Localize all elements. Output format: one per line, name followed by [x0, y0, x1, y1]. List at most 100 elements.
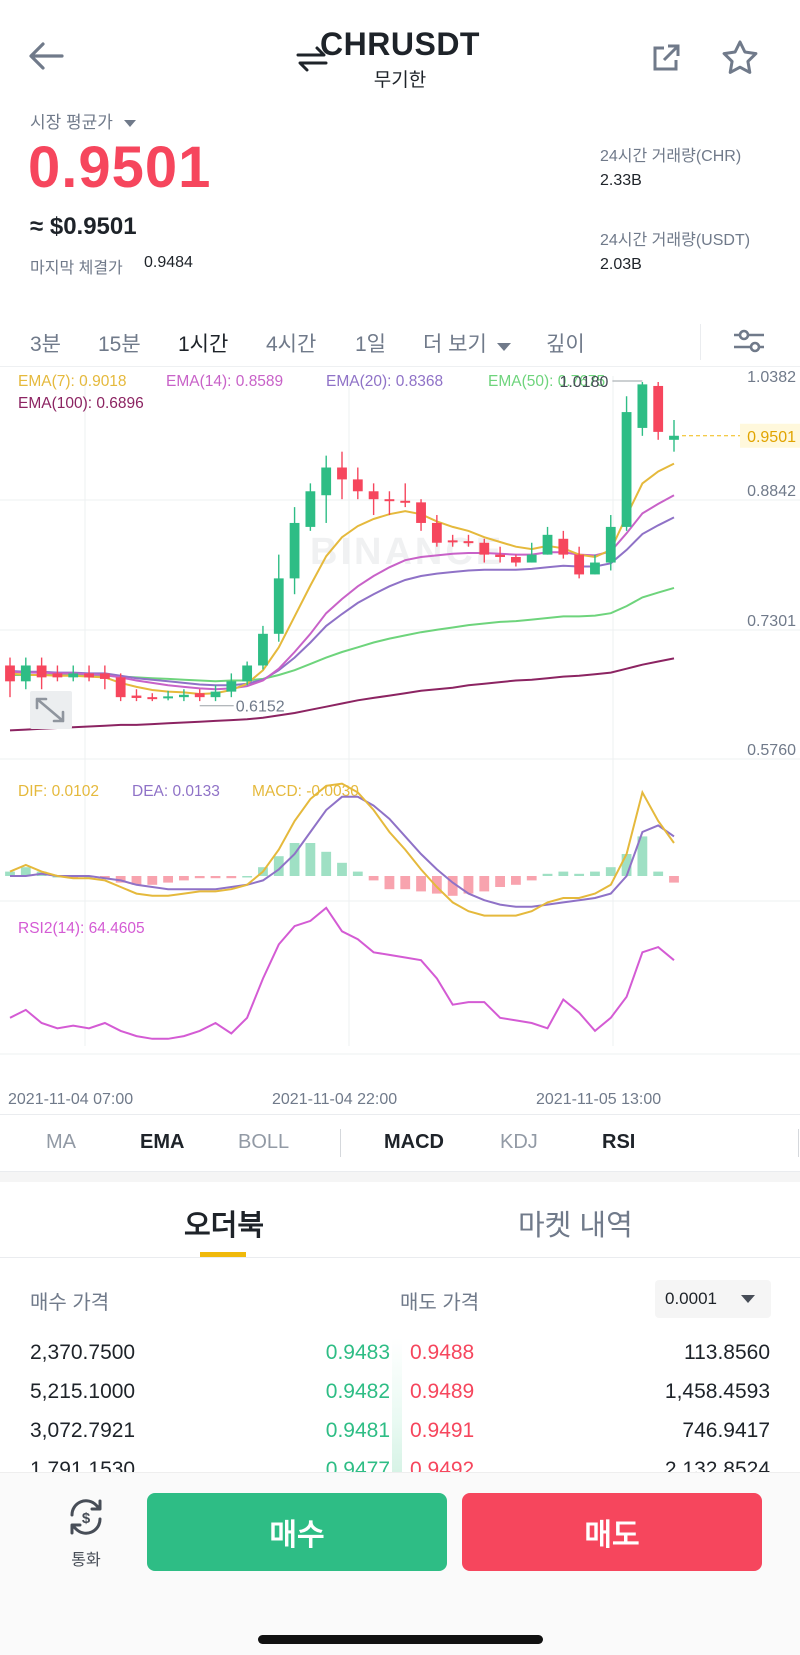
macd-histogram-bar [384, 876, 395, 890]
macd-histogram-bar [463, 876, 474, 894]
candle-body [368, 491, 379, 500]
ema-legend: EMA(7): 0.9018 [18, 373, 127, 390]
price-type-label: 시장 평균가 [30, 113, 113, 132]
indicator-kdj[interactable]: KDJ [500, 1131, 538, 1153]
candle-body [590, 562, 600, 575]
vol-chr-label: 24시간 거래량(CHR) [600, 148, 742, 165]
caret-down-icon [741, 1295, 755, 1303]
macd-histogram-bar [368, 876, 379, 881]
buy-button[interactable]: 매수 [147, 1493, 447, 1571]
ema-legend: EMA(14): 0.8589 [166, 373, 283, 390]
symbol-title[interactable]: CHRUSDT [0, 26, 800, 63]
tab-depth[interactable]: 깊이 [546, 333, 585, 356]
indicator-macd[interactable]: MACD [384, 1131, 444, 1153]
orderbook-row[interactable]: 2,370.7500 0.9483 0.9488 113.8560 [0, 1335, 800, 1374]
candle-body [194, 693, 205, 698]
caret-down-icon [123, 120, 136, 128]
precision-select[interactable]: 0.0001 [655, 1280, 771, 1318]
macd-histogram-bar [179, 876, 189, 881]
macd-histogram-bar [574, 873, 585, 876]
indicator-rsi[interactable]: RSI [602, 1131, 636, 1153]
orderbook-row[interactable]: 3,072.7921 0.9481 0.9491 746.9417 [0, 1413, 800, 1452]
candle-body [5, 665, 15, 682]
macd-histogram-bar [99, 876, 110, 879]
section-gap [0, 1172, 800, 1182]
vol-usdt-value: 2.03B [600, 256, 642, 273]
bid-qty: 3,072.7921 [30, 1419, 136, 1442]
bid-qty: 2,370.7500 [30, 1341, 136, 1364]
macd-histogram-bar [305, 843, 316, 876]
ema-legend: EMA(100): 0.6896 [18, 395, 144, 412]
price-axis-label: 0.8842 [747, 483, 796, 500]
macd-histogram-bar [337, 862, 347, 876]
external-link-icon[interactable] [648, 40, 684, 76]
indicator-boll[interactable]: BOLL [238, 1131, 290, 1153]
bid-price: 0.9483 [325, 1341, 390, 1364]
swap-icon[interactable] [295, 42, 329, 76]
tab-divider [700, 324, 701, 360]
orderbook-row[interactable]: 5,215.1000 0.9482 0.9489 1,458.4593 [0, 1374, 800, 1413]
candle-body [20, 665, 31, 682]
currency-exchange-icon: $ [70, 1499, 102, 1535]
chart-settings-icon[interactable] [732, 326, 768, 358]
contract-type: 무기한 [373, 70, 427, 91]
low-marker-label: 0.6152 [236, 699, 285, 716]
mark-price: 0.9501 [28, 135, 212, 200]
tab-orderbook[interactable]: 오더북 [184, 1210, 265, 1242]
price-axis-label: 0.7301 [747, 613, 796, 630]
indicator-ema[interactable]: EMA [140, 1131, 185, 1153]
macd-histogram-bar [431, 876, 442, 894]
macd-histogram-bar [479, 876, 490, 892]
ema50-line [10, 586, 675, 683]
macd-histogram-bar [20, 867, 31, 876]
candle-body [226, 681, 237, 692]
ask-price: 0.9488 [410, 1341, 475, 1364]
tab-more[interactable]: 더 보기 [423, 328, 512, 358]
home-indicator [258, 1635, 543, 1644]
candle-body [131, 695, 142, 698]
last-price-label: 마지막 체결가 [30, 260, 123, 277]
tab-more-label: 더 보기 [423, 333, 487, 356]
time-axis-label: 2021-11-04 22:00 [272, 1091, 397, 1108]
candle-body [115, 677, 126, 698]
candle-body [542, 534, 553, 555]
candle-body [479, 542, 490, 555]
back-arrow-icon[interactable] [26, 38, 66, 74]
tab-4h[interactable]: 4시간 [266, 333, 317, 356]
candle-body [242, 665, 253, 682]
indicator-ma[interactable]: MA [46, 1131, 76, 1153]
macd-histogram-bar [621, 854, 632, 876]
macd-histogram-bar [352, 871, 363, 876]
candle-body [463, 541, 474, 544]
price-axis-label: 1.0382 [747, 369, 796, 386]
candle-body [431, 522, 442, 543]
active-tab-indicator [200, 1252, 246, 1257]
macd-histogram-bar [115, 876, 126, 883]
candle-body [258, 633, 268, 666]
tab-1h[interactable]: 1시간 [178, 333, 229, 356]
rsi-legend: RSI2(14): 64.4605 [18, 920, 145, 937]
candle-body [68, 673, 79, 678]
macd-histogram-bar [321, 851, 332, 876]
tab-3m[interactable]: 3분 [30, 333, 61, 356]
macd-histogram-bar [68, 876, 79, 879]
current-price-tag-bg [740, 423, 800, 448]
usd-price: ≈ $0.9501 [30, 213, 137, 240]
kline-chart[interactable]: BINANCE 1.0382 0.8842 0.7301 0.5760 EMA(7): 0… [0, 366, 800, 1114]
tab-15m[interactable]: 15분 [98, 333, 141, 356]
svg-text:$: $ [82, 1510, 91, 1527]
currency-switch[interactable]: $ 통화 [58, 1495, 114, 1569]
star-icon[interactable] [720, 38, 760, 78]
candle-body [52, 673, 63, 678]
title-block[interactable]: CHRUSDT 무기한 [0, 26, 800, 92]
macd-histogram-bar [242, 876, 253, 878]
tab-1d[interactable]: 1일 [355, 333, 386, 356]
candle-body [526, 554, 537, 563]
trade-footer: $ 통화 매수 매도 [0, 1472, 800, 1655]
candle-body [99, 673, 110, 679]
price-type-selector[interactable]: 시장 평균가 [30, 108, 136, 133]
sell-button[interactable]: 매도 [462, 1493, 762, 1571]
candle-body [574, 554, 585, 575]
tab-market-trades[interactable]: 마켓 내역 [518, 1210, 633, 1242]
macd-histogram-bar [605, 867, 616, 876]
